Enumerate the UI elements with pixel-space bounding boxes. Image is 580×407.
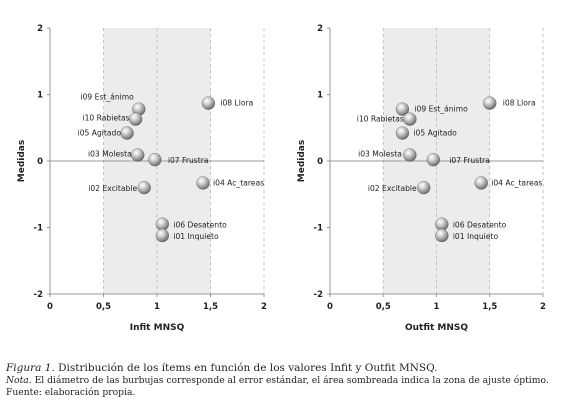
bubble: [417, 180, 431, 195]
caption-source-line: Fuente: elaboración propia.: [6, 387, 578, 399]
x-tick-label: 2: [261, 302, 267, 312]
y-tick-label: 1: [317, 91, 323, 101]
bubble-label: i07 Frustra: [449, 156, 490, 165]
x-tick-label: 0,5: [376, 302, 391, 312]
bubble: [435, 217, 449, 231]
y-tick-label: -2: [314, 290, 324, 300]
bubble-label: i06 Desatento: [173, 221, 227, 230]
y-tick-label: 0: [317, 157, 323, 167]
note-label: Nota: [6, 375, 29, 386]
y-tick-label: -1: [34, 224, 44, 234]
bubble: [155, 217, 170, 231]
bubble: [155, 228, 170, 243]
y-tick-label: 2: [317, 24, 323, 34]
bubble-label: i02 Excitable: [368, 184, 417, 193]
bubble: [196, 176, 210, 190]
bubble: [137, 180, 151, 195]
y-tick-label: 2: [37, 24, 43, 34]
bubble-label: i09 Est_ánimo: [80, 93, 134, 102]
x-tick-label: 1,5: [203, 302, 218, 312]
bubble-label: i10 Rabietas: [357, 115, 404, 124]
bubble: [435, 228, 449, 243]
x-tick-label: 1: [434, 302, 440, 312]
y-tick-label: -2: [34, 290, 44, 300]
bubble: [131, 148, 145, 162]
source-text: Fuente: elaboración propia.: [6, 387, 136, 398]
bubble-label: i02 Excitable: [88, 184, 137, 193]
x-axis-title: Infit MNSQ: [130, 323, 185, 333]
bubble: [128, 112, 143, 126]
figure-title: . Distribución de los ítems en función d…: [51, 362, 438, 374]
x-tick-label: 0,5: [96, 302, 111, 312]
figure-label: Figura 1: [6, 362, 52, 374]
bubble-label: i04 Ac_tareas: [213, 178, 264, 187]
bubble: [474, 176, 488, 190]
note-text: . El diámetro de las burbujas correspond…: [28, 375, 549, 386]
caption-note-line: Nota. El diámetro de las burbujas corres…: [6, 375, 578, 387]
bubble: [483, 96, 497, 110]
bubble-label: i05 Agitado: [413, 129, 457, 138]
y-tick-label: 0: [37, 157, 43, 167]
bubble: [201, 96, 216, 110]
figure-caption: Figura 1. Distribución de los ítems en f…: [6, 361, 578, 399]
y-axis-title: Medidas: [17, 140, 27, 182]
bubble-label: i01 Inquieto: [453, 232, 499, 241]
x-tick-label: 1,5: [482, 302, 497, 312]
bubble: [148, 152, 162, 167]
bubble-label: i09 Est_ánimo: [414, 105, 468, 114]
bubble: [403, 112, 417, 126]
bubble: [426, 152, 441, 167]
bubble-label: i04 Ac_tareas: [491, 178, 542, 187]
bubble-label: i03 Molesta: [88, 150, 132, 159]
bubble: [403, 148, 417, 162]
bubble-label: i06 Desatento: [453, 221, 507, 230]
bubble: [395, 126, 410, 140]
x-tick-label: 2: [540, 302, 546, 312]
y-tick-label: -1: [314, 224, 324, 234]
x-axis-title: Outfit MNSQ: [405, 323, 468, 333]
bubble-label: i01 Inquieto: [173, 232, 219, 241]
bubble-label: i03 Molesta: [358, 150, 402, 159]
bubble-label: i05 Agitado: [78, 129, 122, 138]
bubble-label: i07 Frustra: [168, 156, 209, 165]
y-tick-label: 1: [37, 91, 43, 101]
caption-title-line: Figura 1. Distribución de los ítems en f…: [6, 361, 578, 375]
bubble: [120, 126, 134, 140]
y-axis-title: Medidas: [297, 140, 307, 182]
bubble-label: i08 Llora: [220, 99, 253, 108]
x-tick-label: 1: [154, 302, 160, 312]
x-tick-label: 0: [327, 302, 333, 312]
bubble: [395, 102, 410, 116]
bubble-label: i08 Llora: [503, 99, 536, 108]
x-tick-label: 0: [47, 302, 53, 312]
bubble-label: i10 Rabietas: [82, 114, 129, 123]
